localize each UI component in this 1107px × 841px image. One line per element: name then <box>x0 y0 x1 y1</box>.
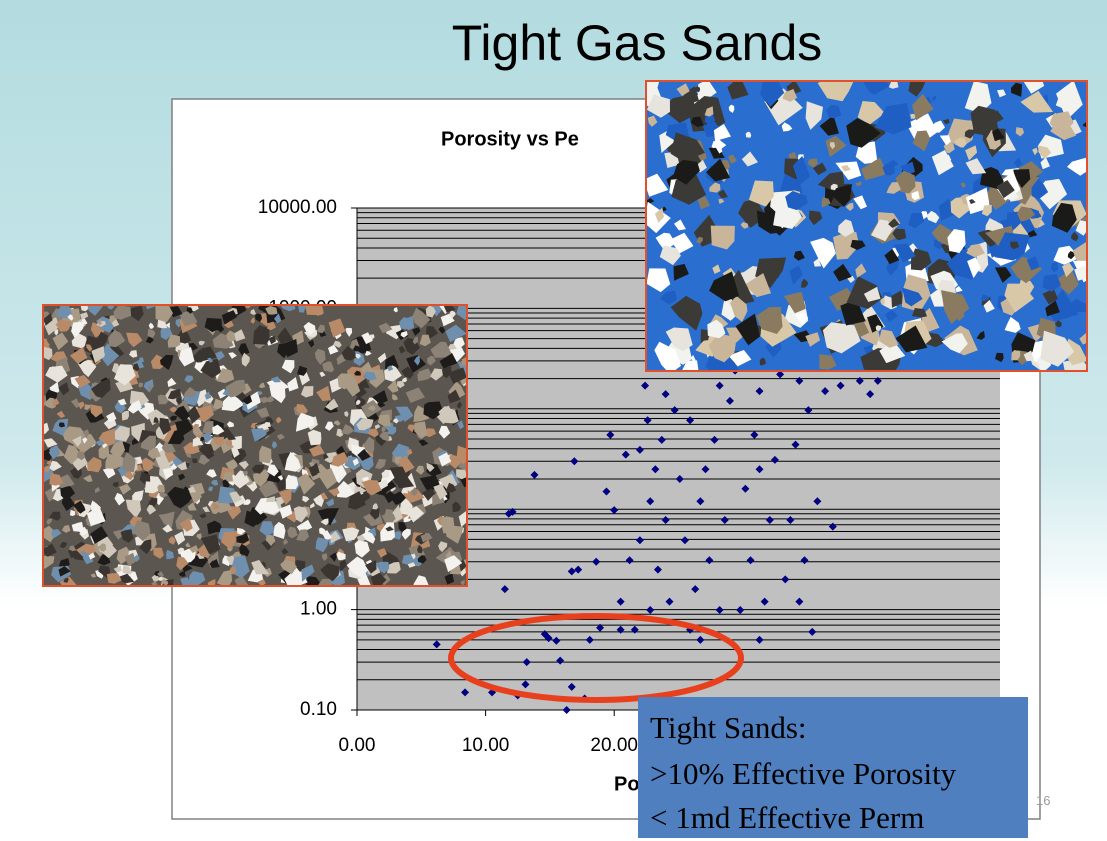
y-tick-label: 0.10 <box>300 699 337 720</box>
thin-section-photo-right <box>638 70 1103 385</box>
note-line: < 1md Effective Perm <box>650 800 924 835</box>
slide: Tight Gas Sands Porosity vs Pe 0.10 1.00 1… <box>0 0 1107 841</box>
y-tick-label: 10000.00 <box>258 197 337 218</box>
x-axis-label: Po <box>614 773 640 795</box>
x-tick-label: 0.00 <box>339 735 376 756</box>
x-tick-label: 10.00 <box>462 735 510 756</box>
grain <box>192 458 198 463</box>
thin-section-photo-left <box>35 296 475 593</box>
page-number: 16 <box>1036 793 1050 808</box>
x-tick-label: 20.00 <box>590 735 638 756</box>
note-line: >10% Effective Porosity <box>650 756 957 791</box>
y-tick-label: 1.00 <box>300 599 337 620</box>
note-line: Tight Sands: <box>650 710 807 745</box>
slide-title: Tight Gas Sands <box>452 15 823 71</box>
chart-title: Porosity vs Pe <box>441 128 579 150</box>
